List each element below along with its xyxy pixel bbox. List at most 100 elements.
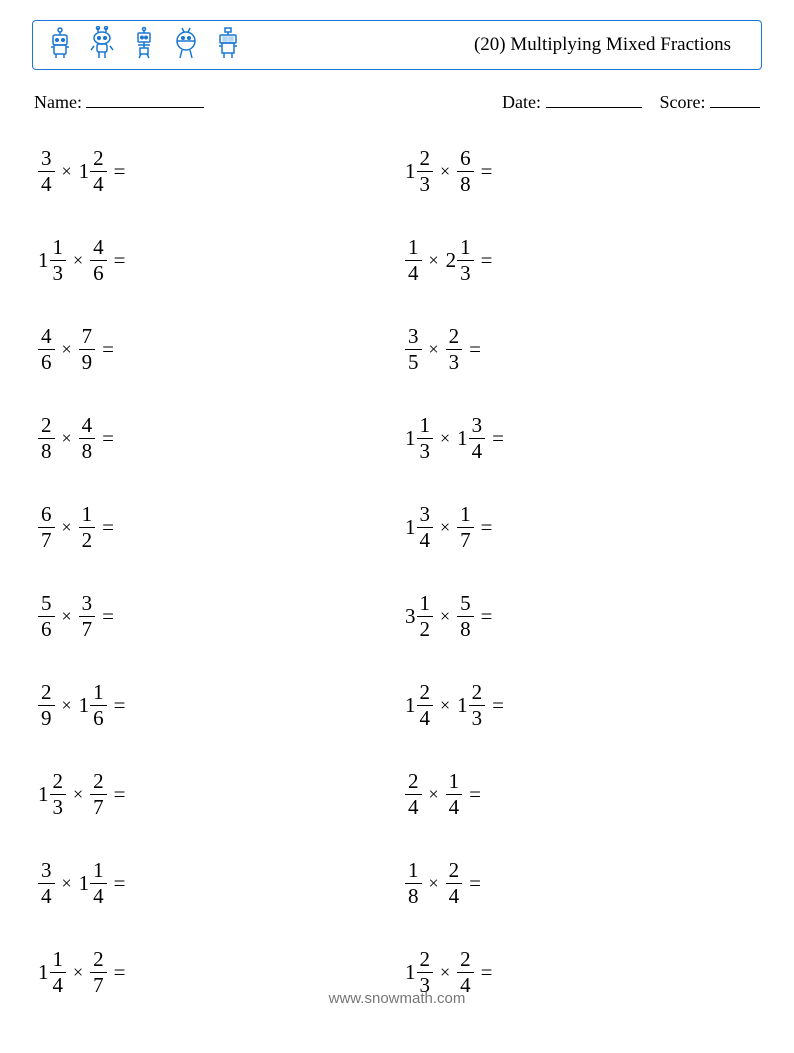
fraction-b: 79: [79, 325, 96, 372]
denominator: 8: [457, 617, 474, 640]
numerator: 1: [405, 859, 422, 883]
equals-symbol: =: [114, 248, 126, 273]
problem-7: 28×48=: [38, 414, 395, 462]
robot-icon-5: [213, 26, 243, 65]
equals-symbol: =: [492, 426, 504, 451]
fraction-b: 23: [469, 681, 486, 728]
denominator: 8: [457, 172, 474, 195]
whole-b: 1: [79, 693, 90, 718]
fraction-a: 13: [50, 236, 67, 283]
equals-symbol: =: [481, 604, 493, 629]
fraction-a: 67: [38, 503, 55, 550]
times-symbol: ×: [440, 606, 450, 627]
fraction-a: 18: [405, 859, 422, 906]
name-label: Name:: [34, 92, 82, 112]
equals-symbol: =: [114, 782, 126, 807]
equals-symbol: =: [102, 426, 114, 451]
times-symbol: ×: [62, 161, 72, 182]
score-blank[interactable]: [710, 93, 760, 108]
numerator: 3: [469, 414, 486, 438]
fraction-a: 34: [417, 503, 434, 550]
denominator: 8: [405, 884, 422, 907]
denominator: 8: [38, 439, 55, 462]
problem-4: 14×213=: [405, 236, 762, 284]
fraction-b: 24: [457, 948, 474, 995]
robot-icon-3: [129, 26, 159, 65]
fraction-b: 12: [79, 503, 96, 550]
denominator: 6: [38, 350, 55, 373]
denominator: 3: [50, 261, 67, 284]
robot-icon-2: [87, 26, 117, 65]
numerator: 1: [446, 770, 463, 794]
denominator: 2: [79, 528, 96, 551]
times-symbol: ×: [62, 873, 72, 894]
denominator: 9: [38, 706, 55, 729]
times-symbol: ×: [440, 517, 450, 538]
whole-b: 1: [79, 159, 90, 184]
whole-a: 1: [405, 960, 416, 985]
equals-symbol: =: [114, 693, 126, 718]
times-symbol: ×: [440, 428, 450, 449]
fraction-b: 24: [90, 147, 107, 194]
denominator: 7: [38, 528, 55, 551]
times-symbol: ×: [429, 784, 439, 805]
fraction-b: 16: [90, 681, 107, 728]
problem-1: 34×124=: [38, 147, 395, 195]
equals-symbol: =: [102, 337, 114, 362]
numerator: 3: [405, 325, 422, 349]
numerator: 6: [457, 147, 474, 171]
numerator: 5: [457, 592, 474, 616]
denominator: 2: [417, 617, 434, 640]
numerator: 3: [38, 147, 55, 171]
times-symbol: ×: [62, 695, 72, 716]
fraction-b: 58: [457, 592, 474, 639]
times-symbol: ×: [62, 606, 72, 627]
problem-20: 123×24=: [405, 948, 762, 996]
fraction-a: 14: [405, 236, 422, 283]
robot-icons: [45, 26, 243, 65]
fraction-b: 34: [469, 414, 486, 461]
name-field: Name:: [34, 92, 204, 113]
denominator: 3: [417, 439, 434, 462]
equals-symbol: =: [114, 960, 126, 985]
fraction-a: 46: [38, 325, 55, 372]
equals-symbol: =: [114, 871, 126, 896]
problem-11: 56×37=: [38, 592, 395, 640]
fraction-a: 23: [50, 770, 67, 817]
numerator: 2: [417, 147, 434, 171]
times-symbol: ×: [73, 784, 83, 805]
denominator: 4: [38, 172, 55, 195]
whole-a: 1: [405, 515, 416, 540]
fraction-b: 13: [457, 236, 474, 283]
equals-symbol: =: [481, 159, 493, 184]
equals-symbol: =: [469, 337, 481, 362]
equals-symbol: =: [492, 693, 504, 718]
name-blank[interactable]: [86, 93, 204, 108]
numerator: 1: [90, 681, 107, 705]
numerator: 1: [417, 414, 434, 438]
numerator: 2: [90, 948, 107, 972]
numerator: 1: [457, 236, 474, 260]
fraction-a: 34: [38, 147, 55, 194]
equals-symbol: =: [481, 515, 493, 540]
denominator: 4: [446, 884, 463, 907]
numerator: 2: [405, 770, 422, 794]
problem-10: 134×17=: [405, 503, 762, 551]
denominator: 7: [90, 795, 107, 818]
denominator: 8: [79, 439, 96, 462]
times-symbol: ×: [429, 339, 439, 360]
fraction-b: 14: [446, 770, 463, 817]
times-symbol: ×: [440, 695, 450, 716]
numerator: 1: [457, 503, 474, 527]
denominator: 5: [405, 350, 422, 373]
equals-symbol: =: [481, 248, 493, 273]
fraction-a: 23: [417, 147, 434, 194]
date-score-group: Date: Score:: [502, 92, 760, 113]
fraction-b: 48: [79, 414, 96, 461]
denominator: 3: [417, 172, 434, 195]
problem-3: 113×46=: [38, 236, 395, 284]
problem-13: 29×116=: [38, 681, 395, 729]
numerator: 1: [405, 236, 422, 260]
numerator: 2: [90, 147, 107, 171]
date-blank[interactable]: [546, 93, 642, 108]
